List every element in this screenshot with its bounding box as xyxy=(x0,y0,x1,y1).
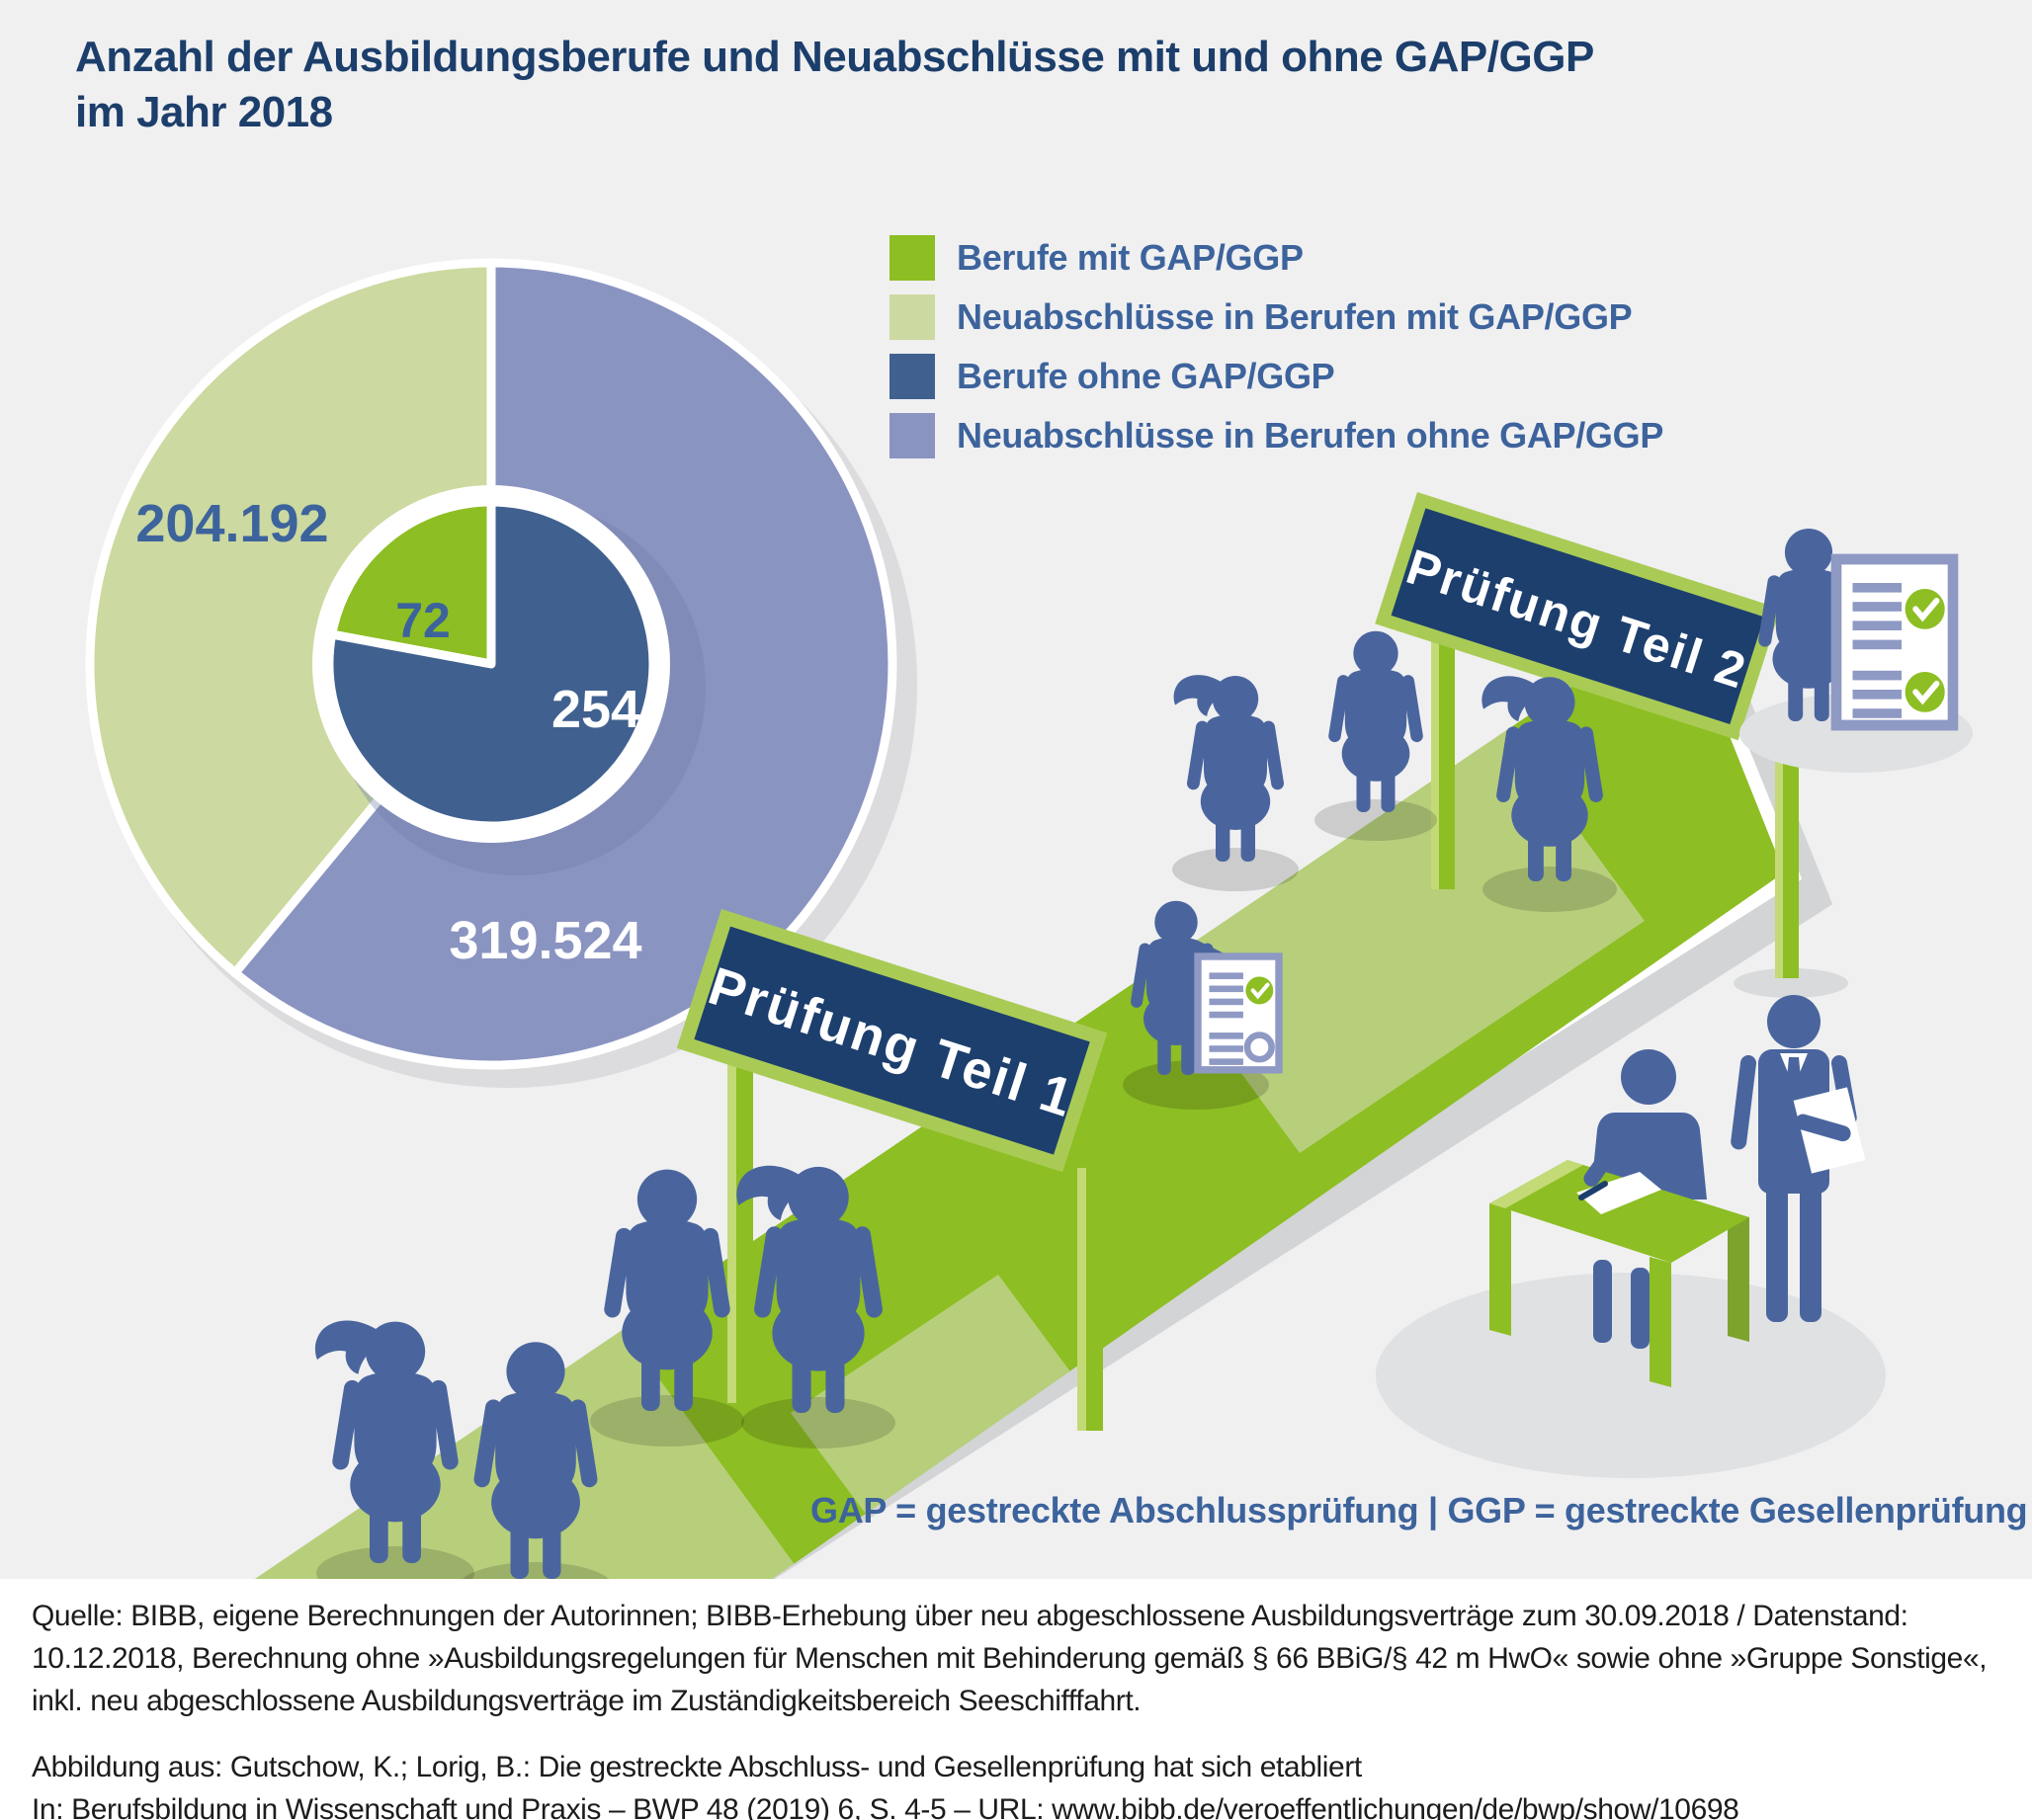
gate2-left-post-highlight xyxy=(1431,608,1439,889)
abbreviation-note: GAP = gestreckte Abschlussprüfung | GGP … xyxy=(810,1490,2028,1530)
gate1-right-post-highlight xyxy=(1077,1168,1086,1431)
seated-head xyxy=(1621,1049,1676,1105)
desk-top-edge xyxy=(1489,1160,1583,1208)
gate2-board-face xyxy=(1391,508,1765,724)
slice-berufe-ohne xyxy=(324,497,658,831)
gate2-post-shadow xyxy=(1734,968,1848,998)
footer: Quelle: BIBB, eigene Berechnungen der Au… xyxy=(0,1579,2032,1820)
legend-item-berufe-ohne: Berufe ohne GAP/GGP xyxy=(889,354,1663,399)
figure-shadow xyxy=(1314,799,1437,841)
gate-2: Prüfung Teil 2 xyxy=(1375,492,1848,998)
checklist-icon xyxy=(1836,559,1953,725)
examiner-1 xyxy=(1123,901,1279,1110)
gate1-left-post-highlight xyxy=(727,1047,736,1403)
chart-legend: Berufe mit GAP/GGP Neuabschlüsse in Beru… xyxy=(889,235,1663,472)
gate1-board-face xyxy=(694,926,1090,1155)
person-girl-icon xyxy=(1174,675,1285,862)
figure-shadow xyxy=(741,1397,895,1448)
figure-shadow xyxy=(590,1395,744,1447)
value-neuabschluesse-mit: 204.192 xyxy=(135,494,328,553)
legend-swatch-navy xyxy=(889,354,935,399)
seated-leg xyxy=(1631,1268,1650,1349)
arm xyxy=(1583,1121,1634,1187)
trainees xyxy=(315,630,1617,1586)
desk-top xyxy=(1489,1160,1749,1263)
page-title: Anzahl der Ausbildungsberufe und Neuabsc… xyxy=(75,30,1854,140)
legend-swatch-pale-green xyxy=(889,294,935,340)
desk-leg xyxy=(1650,1257,1671,1387)
illustration-canvas: 204.192 72 254 319.524 Prüfung Teil 1 xyxy=(85,258,1973,1586)
desk-scene xyxy=(1376,995,1886,1478)
legend-item-neuabschluesse-mit: Neuabschlüsse in Berufen mit GAP/GGP xyxy=(889,294,1663,340)
figure-shadow xyxy=(1172,848,1299,891)
title-line-1: Anzahl der Ausbildungsberufe und Neuabsc… xyxy=(75,33,1594,81)
legend-item-berufe-mit: Berufe mit GAP/GGP xyxy=(889,235,1663,281)
paper xyxy=(1576,1172,1661,1214)
seated-leg xyxy=(1593,1260,1612,1343)
source-line: 10.12.2018, Berechnung ohne »Ausbildungs… xyxy=(32,1642,1988,1675)
donut-chart: 204.192 72 254 319.524 xyxy=(85,258,917,1088)
pen-icon xyxy=(1578,1181,1608,1200)
desk-leg xyxy=(1489,1203,1511,1336)
legend-label: Berufe mit GAP/GGP xyxy=(957,237,1304,278)
title-line-2: im Jahr 2018 xyxy=(75,88,333,136)
desk-leg-back xyxy=(1728,1211,1749,1342)
source-text: Quelle: BIBB, eigene Berechnungen der Au… xyxy=(32,1595,2002,1722)
slice-berufe-mit xyxy=(327,497,496,669)
source-line: Quelle: BIBB, eigene Berechnungen der Au… xyxy=(32,1600,1908,1632)
attribution-text: Abbildung aus: Gutschow, K.; Lorig, B.: … xyxy=(32,1746,2002,1820)
legend-swatch-periwinkle xyxy=(889,413,935,458)
desk xyxy=(1489,1160,1749,1387)
examiner-2 xyxy=(1739,529,1973,773)
figure-shadow xyxy=(316,1546,474,1586)
legend-label: Neuabschlüsse in Berufen mit GAP/GGP xyxy=(957,296,1633,337)
value-berufe-ohne: 254 xyxy=(551,680,640,739)
writing-arm xyxy=(1578,1121,1634,1200)
value-berufe-mit: 72 xyxy=(395,593,451,648)
figure-shadow xyxy=(1482,867,1617,912)
person-boy-icon xyxy=(1327,630,1424,812)
attribution-line: Abbildung aus: Gutschow, K.; Lorig, B.: … xyxy=(32,1751,1362,1783)
legend-swatch-green xyxy=(889,235,935,281)
examiner-suit-icon xyxy=(1730,995,1866,1322)
legend-label: Berufe ohne GAP/GGP xyxy=(957,356,1335,396)
gate2-right-post-highlight xyxy=(1775,721,1783,978)
source-line: inkl. neu abgeschlossene Ausbildungsvert… xyxy=(32,1685,1142,1717)
value-neuabschluesse-ohne: 319.524 xyxy=(449,911,641,970)
legend-item-neuabschluesse-ohne: Neuabschlüsse in Berufen ohne GAP/GGP xyxy=(889,413,1663,458)
attribution-line: In: Berufsbildung in Wissenschaft und Pr… xyxy=(32,1793,1739,1820)
checklist-icon xyxy=(1198,956,1279,1070)
gate2-board: Prüfung Teil 2 xyxy=(1375,492,1781,741)
legend-label: Neuabschlüsse in Berufen ohne GAP/GGP xyxy=(957,415,1664,455)
